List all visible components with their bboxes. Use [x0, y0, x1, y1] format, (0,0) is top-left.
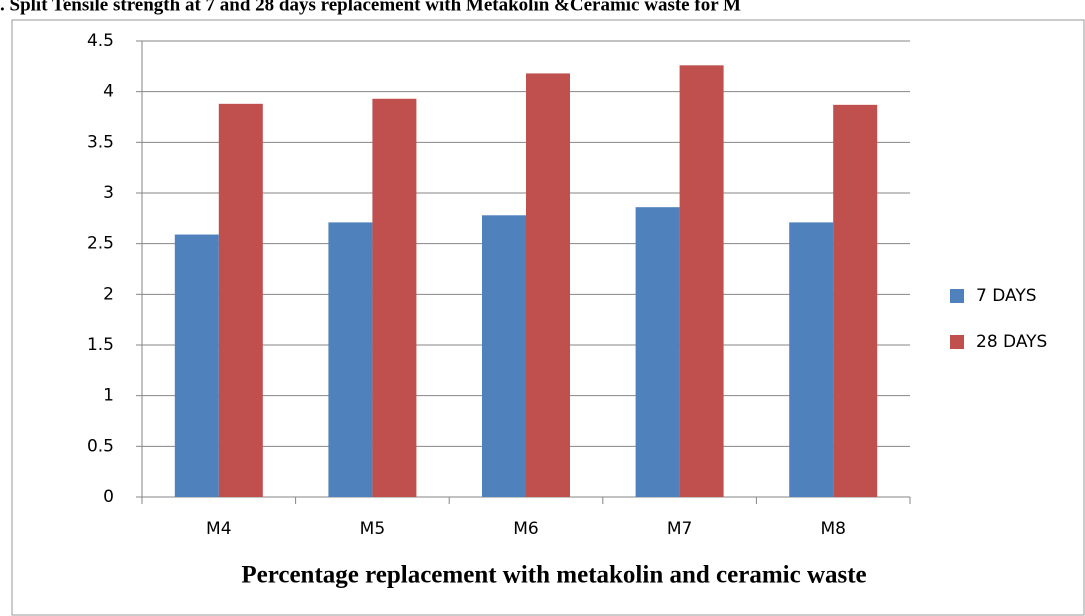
y-tick-label: 2: [103, 284, 114, 304]
y-tick-label: 0.5: [87, 436, 114, 456]
bar: [833, 104, 878, 497]
y-tick-label: 1.5: [87, 335, 114, 355]
bar: [679, 65, 724, 497]
bar: [789, 222, 834, 498]
y-tick-label: 1: [103, 386, 114, 406]
bar: [482, 215, 526, 497]
bar: [174, 234, 219, 497]
legend-label: 7 DAYS: [976, 286, 1037, 306]
x-tick-label: M5: [360, 519, 385, 539]
y-tick-label: 3: [103, 183, 114, 203]
chart-title: . Split Tensile strength at 7 and 28 day…: [0, 0, 741, 15]
y-tick-label: 2.5: [87, 234, 114, 254]
x-tick-label: M8: [820, 519, 845, 539]
bar: [526, 73, 570, 497]
legend-label: 28 DAYS: [976, 332, 1047, 352]
legend-swatch: [950, 335, 964, 349]
bar: [328, 222, 373, 498]
y-tick-label: 3.5: [87, 132, 114, 152]
legend-swatch: [950, 289, 964, 303]
y-tick-label: 0: [103, 487, 114, 507]
x-tick-label: M4: [206, 519, 231, 539]
bar: [635, 207, 680, 498]
x-tick-label: M7: [667, 519, 692, 539]
x-axis-label: Percentage replacement with metakolin an…: [241, 562, 866, 589]
y-tick-label: 4.5: [87, 31, 114, 51]
bar: [372, 98, 417, 497]
bar: [218, 103, 263, 498]
y-tick-label: 4: [103, 82, 114, 102]
x-tick-label: M6: [513, 519, 538, 539]
